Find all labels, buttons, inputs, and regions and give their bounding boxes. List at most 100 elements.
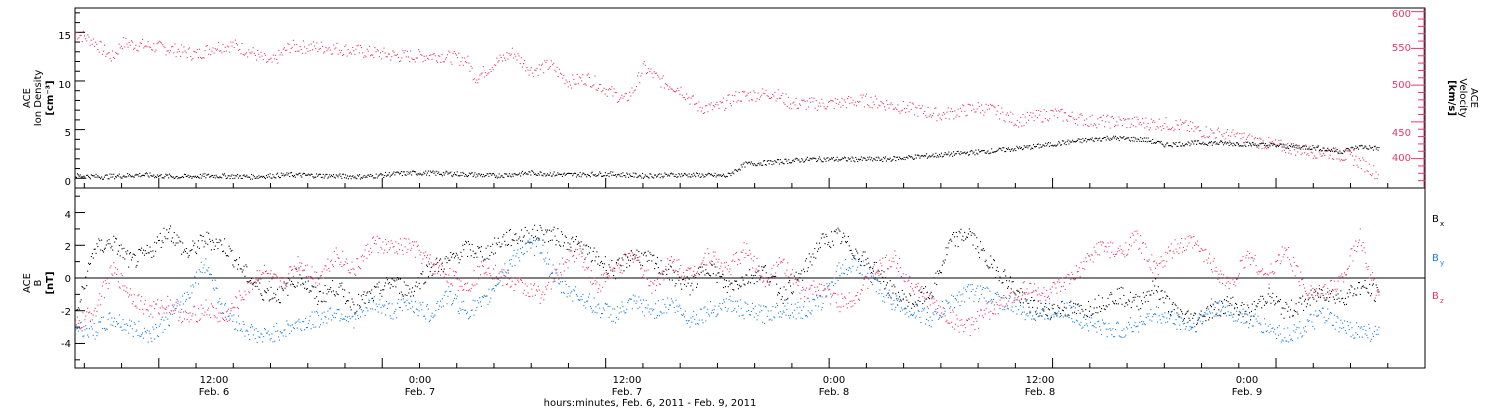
- bx-point: [1062, 310, 1064, 312]
- velocity-point: [1359, 160, 1361, 162]
- velocity-point: [301, 52, 303, 54]
- by-point: [910, 314, 912, 316]
- density-point: [282, 173, 284, 175]
- density-point: [997, 149, 999, 151]
- velocity-point: [734, 95, 736, 97]
- bx-point: [413, 295, 415, 297]
- density-point: [955, 153, 957, 155]
- bx-point: [615, 262, 617, 264]
- density-point: [1011, 148, 1013, 150]
- velocity-point: [876, 98, 878, 100]
- by-point: [251, 324, 253, 326]
- bx-point: [91, 253, 93, 255]
- by-point: [427, 308, 429, 310]
- by-point: [187, 294, 189, 296]
- velocity-point: [671, 88, 673, 90]
- density-point: [1074, 141, 1076, 143]
- velocity-point: [743, 91, 745, 93]
- density-point: [1316, 146, 1318, 148]
- by-point: [590, 307, 592, 309]
- bx-point: [738, 284, 740, 286]
- bx-point: [1349, 292, 1351, 294]
- density-point: [277, 172, 279, 174]
- density-point: [583, 172, 585, 174]
- bx-point: [310, 290, 312, 292]
- by-point: [234, 328, 236, 330]
- density-point: [560, 174, 562, 176]
- by-point: [433, 315, 435, 317]
- bx-point: [1331, 291, 1333, 293]
- by-point: [430, 315, 432, 317]
- bx-point: [1004, 269, 1006, 271]
- density-point: [623, 175, 625, 177]
- bx-point: [589, 247, 591, 249]
- density-point: [443, 174, 445, 176]
- velocity-point: [1285, 152, 1287, 154]
- by-point: [878, 293, 880, 295]
- by-point: [829, 283, 831, 285]
- bx-point: [538, 238, 540, 240]
- by-point: [258, 336, 260, 338]
- bx-point: [918, 290, 920, 292]
- by-point: [514, 264, 516, 266]
- bx-point: [1074, 311, 1076, 313]
- density-point: [945, 153, 947, 155]
- by-point: [142, 332, 144, 334]
- density-point: [847, 157, 849, 159]
- density-point: [363, 175, 365, 177]
- velocity-point: [767, 95, 769, 97]
- by-point: [573, 289, 575, 291]
- by-point: [109, 312, 111, 314]
- velocity-point: [1328, 157, 1330, 159]
- bx-point: [1095, 312, 1097, 314]
- density-point: [1019, 146, 1021, 148]
- density-point: [124, 176, 126, 178]
- bx-point: [943, 262, 945, 264]
- by-point: [125, 329, 127, 331]
- bx-point: [451, 256, 453, 258]
- by-point: [445, 290, 447, 292]
- density-point: [475, 176, 477, 178]
- by-point: [746, 310, 748, 312]
- bx-point: [286, 282, 288, 284]
- by-point: [384, 304, 386, 306]
- density-point: [141, 175, 143, 177]
- by-point: [547, 252, 549, 254]
- velocity-point: [927, 106, 929, 108]
- by-point: [904, 313, 906, 315]
- velocity-point: [1101, 120, 1103, 122]
- velocity-point: [587, 73, 589, 75]
- density-point: [1357, 146, 1359, 148]
- density-point: [750, 161, 752, 163]
- density-point: [430, 172, 432, 174]
- density-point: [587, 173, 589, 175]
- bx-point: [174, 244, 176, 246]
- density-point: [602, 175, 604, 177]
- bx-point: [85, 276, 87, 278]
- density-point: [840, 159, 842, 161]
- by-point: [506, 272, 508, 274]
- by-point: [322, 322, 324, 324]
- by-point: [99, 321, 101, 323]
- density-point: [821, 161, 823, 163]
- velocity-point: [232, 41, 234, 43]
- bx-point: [976, 237, 978, 239]
- by-point: [658, 315, 660, 317]
- velocity-point: [1029, 114, 1031, 116]
- velocity-point: [939, 117, 941, 119]
- density-point: [1092, 140, 1094, 142]
- bx-point: [957, 246, 959, 248]
- velocity-point: [944, 113, 946, 115]
- by-point: [448, 286, 450, 288]
- velocity-point: [309, 50, 311, 52]
- bx-point: [661, 273, 663, 275]
- bx-point: [1172, 302, 1174, 304]
- velocity-point: [985, 103, 987, 105]
- velocity-point: [247, 56, 249, 58]
- bx-point: [92, 257, 94, 259]
- by-point: [892, 303, 894, 305]
- density-point: [980, 151, 982, 153]
- bx-point: [878, 270, 880, 272]
- velocity-point: [403, 52, 405, 54]
- velocity-point: [1129, 126, 1131, 128]
